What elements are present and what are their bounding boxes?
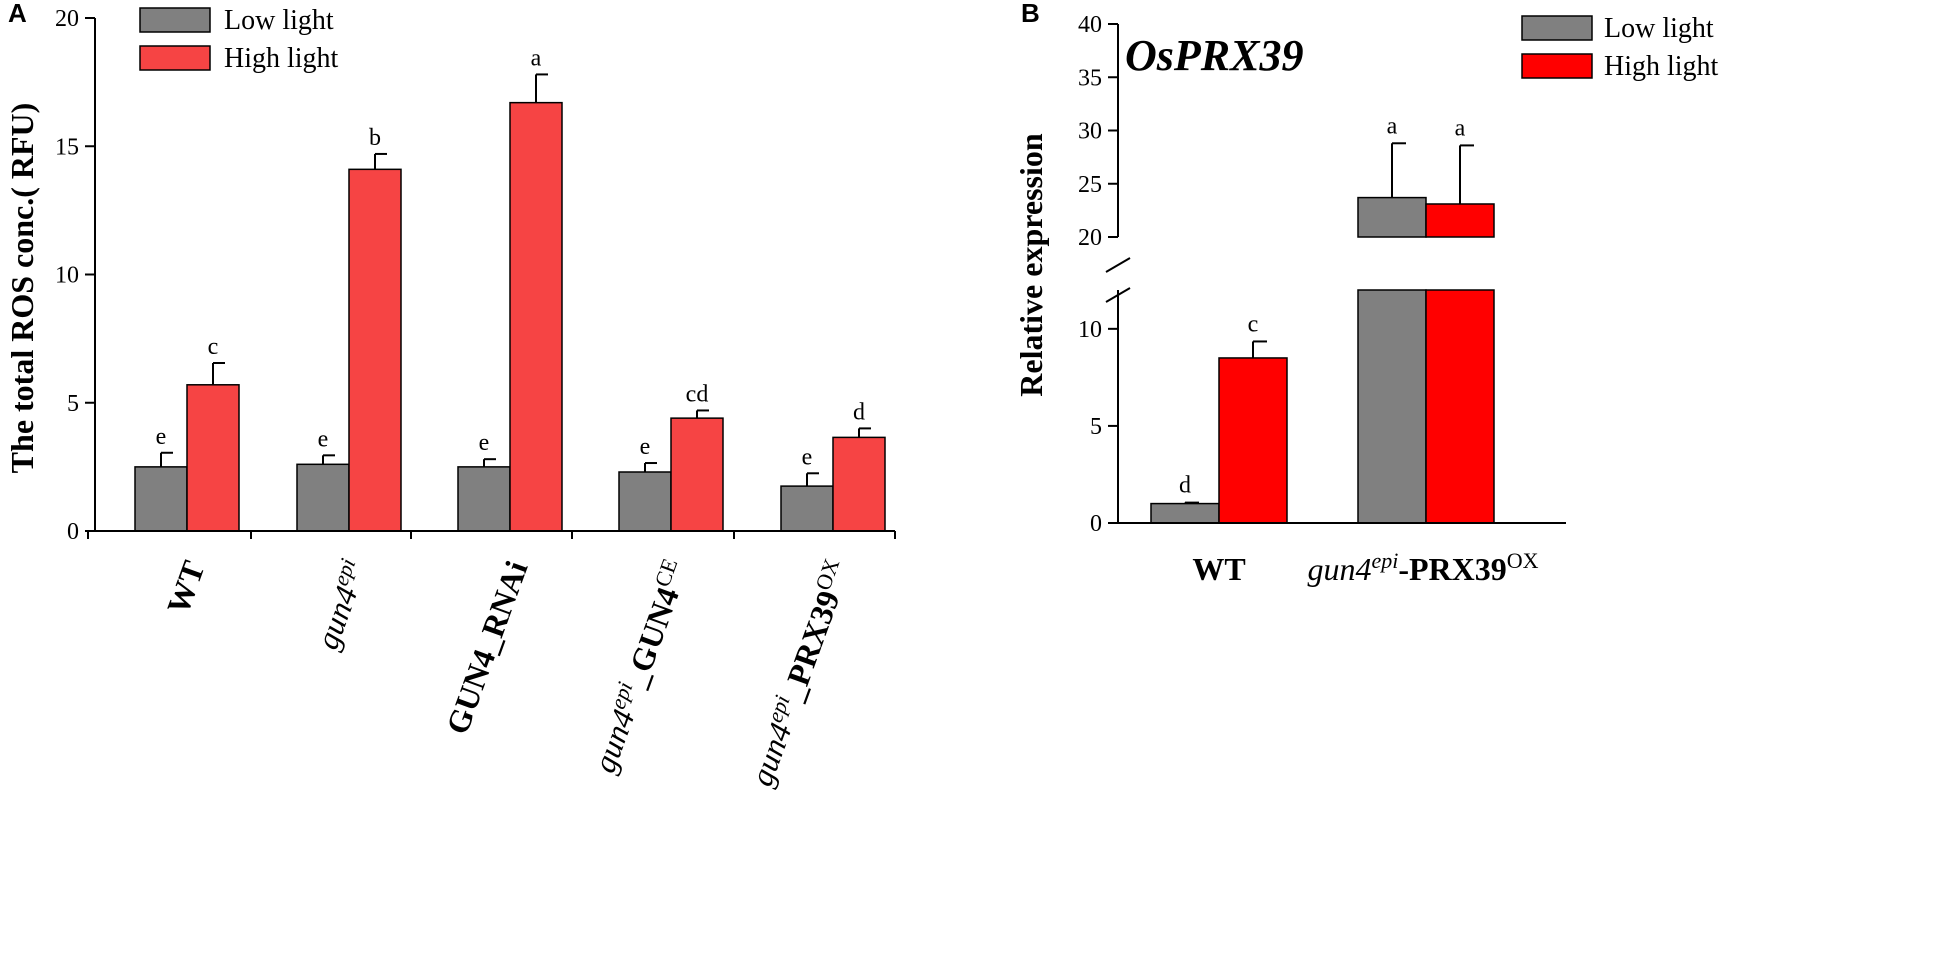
category-label-part: _GUN4: [617, 583, 686, 693]
y-tick-label: 10: [55, 263, 79, 289]
bar: [457, 466, 511, 532]
panel-a-letter: A: [8, 0, 27, 28]
bar-lower-segment: [1425, 289, 1495, 524]
legend-label: High light: [1604, 51, 1719, 82]
y-tick-label: 20: [55, 6, 79, 32]
bar-lower-segment: [1357, 289, 1427, 524]
legend-label: High light: [224, 43, 339, 74]
category-label-part: -PRX39: [1398, 551, 1506, 587]
legend-swatch: [139, 45, 211, 71]
legend-swatch: [1521, 53, 1593, 79]
chart-title: OsPRX39: [1125, 31, 1303, 80]
y-tick-label: 25: [1078, 172, 1102, 198]
y-tick-label: 35: [1078, 65, 1102, 91]
y-tick-label: 40: [1078, 12, 1102, 38]
y-tick-label: 5: [67, 391, 79, 417]
significance-letter: d: [1179, 473, 1191, 499]
significance-letter: e: [640, 434, 651, 460]
legend: Low light High light: [139, 5, 339, 74]
bar: [509, 101, 563, 532]
significance-letter: cd: [686, 381, 709, 407]
category-label: gun4epi_GUN4CE: [582, 555, 695, 777]
bar: [348, 168, 402, 532]
y-tick-label: 5: [1090, 414, 1102, 440]
category-label: gun4epi-PRX39OX: [1307, 548, 1538, 588]
y-tick-label: 10: [1078, 317, 1102, 343]
panel-b-chart: B OsPRX39 20 25 30 35 40 0 5 10 Relative expressio…: [1013, 0, 1719, 587]
y-tick-label: 30: [1078, 119, 1102, 145]
y-tick-label: 15: [55, 134, 79, 160]
category-label-part: OX: [1507, 548, 1539, 573]
category-label-part: gun4: [1307, 551, 1371, 587]
panel-b-letter: B: [1021, 0, 1040, 28]
y-tick-label: 20: [1078, 225, 1102, 251]
significance-letter: e: [318, 426, 329, 452]
y-axis-label: Relative expression: [1013, 133, 1049, 397]
category-label-part: gun4: [586, 705, 642, 777]
legend-label: Low light: [1604, 13, 1714, 44]
significance-letter: b: [369, 125, 381, 151]
bar: [670, 417, 724, 532]
bar: [134, 466, 188, 532]
category-label-part: epi: [1371, 548, 1398, 573]
bar: [780, 485, 834, 532]
legend: Low light High light: [1521, 13, 1719, 82]
significance-letter: c: [1248, 311, 1259, 337]
category-label: WT: [1192, 551, 1245, 587]
significance-letter: e: [479, 430, 490, 456]
category-label-part: OX: [810, 555, 844, 594]
significance-letter: e: [156, 424, 167, 450]
panel-a-chart: A 0 5 10 15 20 The total ROS conc.( RFU) Low li…: [4, 0, 896, 791]
y-tick-label: 0: [67, 519, 79, 545]
significance-letter: a: [1455, 115, 1466, 141]
bar-upper-segment: [1425, 203, 1495, 238]
significance-letter: e: [802, 444, 813, 470]
category-label: gun4epi_PRX39OX: [740, 555, 858, 791]
category-label: WT: [160, 556, 212, 618]
bar: [618, 471, 672, 532]
legend-swatch: [139, 7, 211, 33]
y-tick-label: 0: [1090, 511, 1102, 537]
legend-label: Low light: [224, 5, 334, 36]
bar: [1218, 357, 1288, 524]
bar-upper-segment: [1357, 196, 1427, 238]
category-label: GUN4_RNAi: [439, 556, 535, 739]
bar: [832, 436, 886, 532]
significance-letter: a: [1387, 113, 1398, 139]
category-label: gun4epi: [305, 555, 373, 654]
axis-break-mark: [1105, 257, 1131, 273]
category-label-part: WT: [160, 556, 212, 618]
significance-letter: d: [853, 399, 865, 425]
y-axis-label: The total ROS conc.( RFU): [4, 103, 40, 474]
category-label-part: _PRX39: [774, 586, 847, 706]
significance-letter: a: [531, 45, 542, 71]
legend-swatch: [1521, 15, 1593, 41]
significance-letter: c: [208, 334, 219, 360]
category-label-part: GUN4_RNAi: [439, 556, 535, 739]
category-label-part: gun4: [309, 581, 365, 653]
bar: [296, 463, 350, 532]
axis-break-mark: [1105, 287, 1131, 303]
category-label-part: gun4: [743, 718, 799, 790]
bar: [186, 384, 240, 532]
bar: [1150, 502, 1220, 524]
